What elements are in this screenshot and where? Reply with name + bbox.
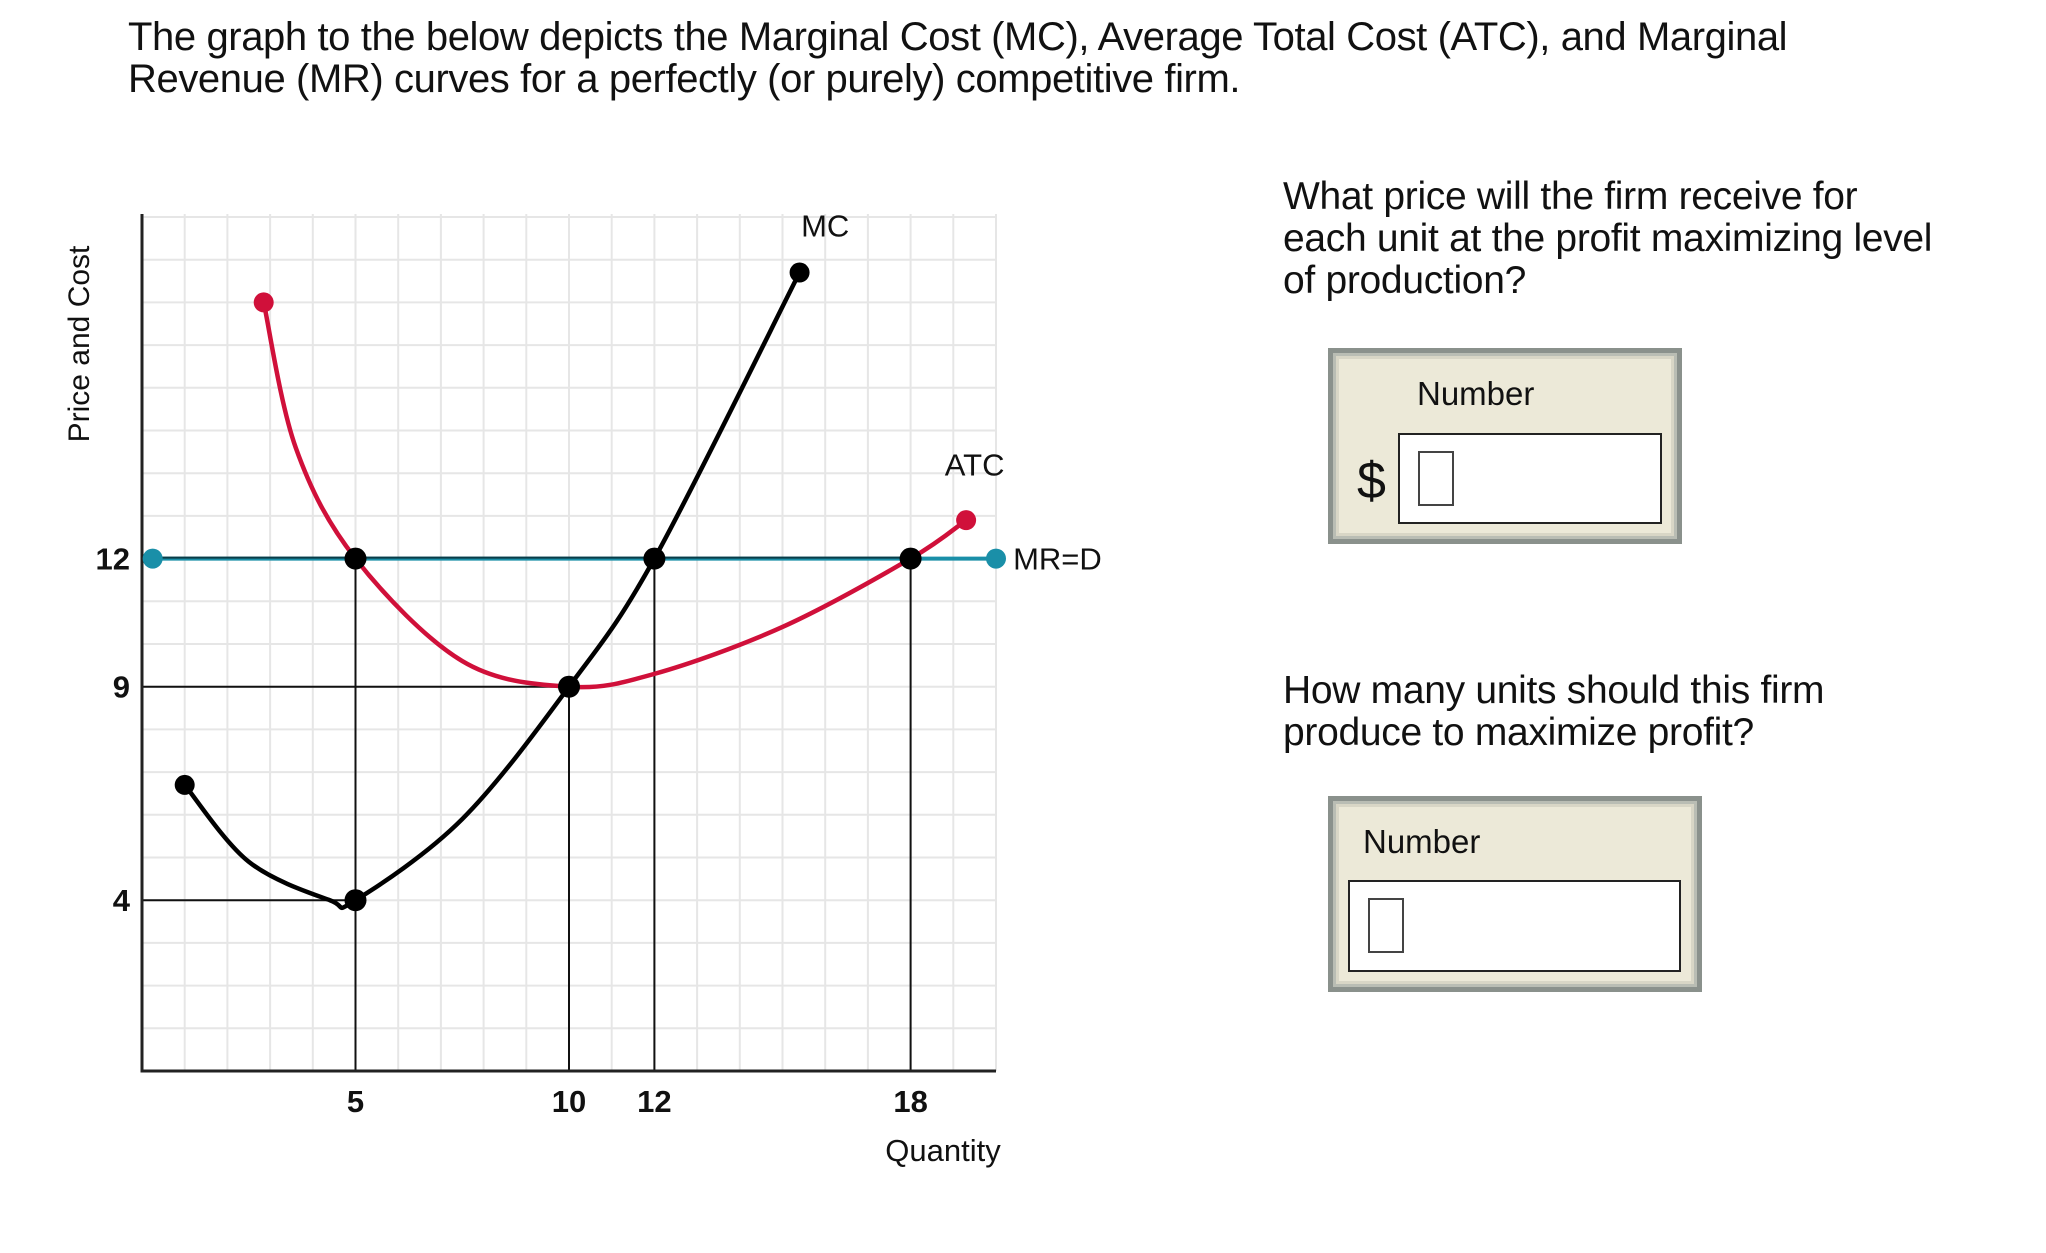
intersection-point — [899, 547, 922, 570]
x-tick-label: 5 — [347, 1084, 364, 1119]
price-answer-panel: Number $ — [1328, 348, 1682, 544]
question-quantity: How many units should this firm produce … — [1283, 669, 1825, 754]
question-price-line-2: each unit at the profit maximizing level — [1283, 217, 1933, 260]
curves: MR=D ATC MC — [142, 209, 1102, 912]
question-price: What price will the firm receive for eac… — [1283, 176, 1932, 302]
intro-line-2: Revenue (MR) curves for a perfectly (or … — [128, 57, 1241, 101]
atc-line — [261, 300, 969, 690]
atc-endpoint-handle[interactable] — [253, 292, 274, 313]
price-input[interactable] — [1398, 433, 1662, 524]
question-price-line-3: of production? — [1283, 259, 1526, 302]
cost-curves-chart: MR=D ATC MC 5 10 12 18 4 9 12 Price and Cost Qua… — [63, 209, 1102, 1168]
x-tick-label: 12 — [637, 1084, 671, 1119]
dollar-sign-prefix: $ — [1357, 452, 1386, 510]
y-tick-label: 12 — [96, 542, 130, 577]
input-placeholder-box[interactable] — [1368, 898, 1404, 953]
intersection-point — [643, 547, 666, 570]
reference-lines — [142, 558, 912, 1071]
intro-line-1: The graph to the below depicts the Margi… — [128, 15, 1788, 59]
x-tick-label: 10 — [552, 1084, 586, 1119]
intersection-point — [344, 547, 367, 570]
intersection-point — [558, 675, 580, 698]
mc-curve: MC — [174, 209, 849, 911]
atc-endpoint-handle[interactable] — [956, 510, 977, 531]
quantity-input[interactable] — [1348, 880, 1681, 972]
price-input-label: Number — [1417, 375, 1535, 412]
intro-text: The graph to the below depicts the Margi… — [128, 16, 2028, 100]
tick-labels: 5 10 12 18 4 9 12 — [96, 542, 928, 1119]
question-quantity-line-2: produce to maximize profit? — [1283, 711, 1754, 754]
quantity-input-label: Number — [1363, 823, 1481, 860]
mr-d-endpoint-handle[interactable] — [142, 548, 163, 569]
y-tick-label: 4 — [113, 883, 131, 918]
mc-endpoint-handle[interactable] — [789, 262, 810, 283]
mc-endpoint-handle[interactable] — [174, 774, 195, 795]
y-tick-label: 9 — [113, 670, 130, 705]
mr-d-curve: MR=D — [142, 542, 1102, 577]
atc-curve: ATC — [253, 292, 1005, 690]
y-axis-label: Price and Cost — [63, 245, 96, 442]
mc-line — [182, 270, 802, 911]
atc-label: ATC — [945, 448, 1005, 483]
mc-label: MC — [801, 209, 849, 244]
quantity-answer-panel: Number — [1328, 796, 1702, 992]
question-quantity-line-1: How many units should this firm — [1283, 669, 1825, 712]
question-price-line-1: What price will the firm receive for — [1283, 175, 1858, 218]
x-axis-label: Quantity — [885, 1133, 1001, 1168]
input-placeholder-box[interactable] — [1418, 451, 1454, 506]
intersection-point — [344, 889, 367, 912]
mr-d-endpoint-handle[interactable] — [986, 548, 1006, 569]
chart-axes — [140, 214, 996, 1073]
x-tick-label: 18 — [893, 1084, 927, 1119]
mr-d-label: MR=D — [1013, 542, 1102, 577]
